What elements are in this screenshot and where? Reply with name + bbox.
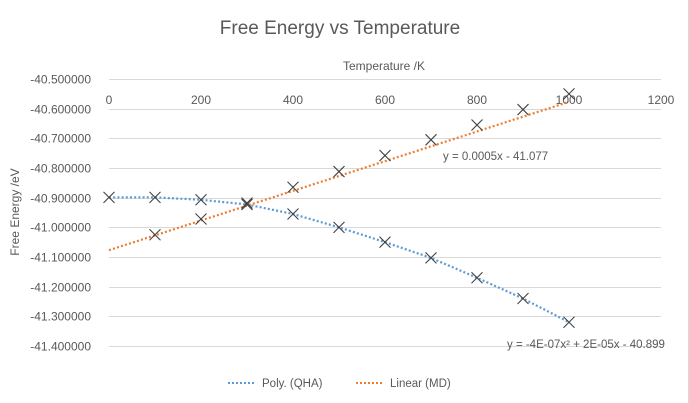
marker-stroke [287,208,299,220]
y-axis-title: Free Energy /eV [8,168,22,255]
x-tick-label: 1200 [648,93,675,107]
marker-stroke [471,119,483,131]
y-tick-label: -41.300000 [30,310,91,324]
marker-stroke [379,149,391,162]
y-axis-ticks: -40.500000 -40.600000 -40.700000 -40.800000… [30,73,91,354]
data-point-qha [103,191,115,204]
data-point-qha [471,271,483,284]
trendlines [108,100,570,324]
x-tick-label: 1000 [556,93,583,107]
y-tick-label: -41.100000 [30,251,91,265]
y-tick-label: -40.800000 [30,162,91,176]
marker-stroke [563,316,575,329]
marker-stroke [149,228,161,241]
data-point-md [287,181,299,194]
linear-trend-equation: y = 0.0005x - 41.077 [443,151,548,163]
y-tick-label: -40.600000 [30,103,91,117]
marker-stroke [517,103,529,116]
data-point-qha [379,236,391,249]
data-point-md [563,87,575,100]
legend-label-linear-md: Linear (MD) [390,378,451,390]
data-point-md [241,197,253,209]
data-point-md [195,213,207,225]
x-tick-label: 200 [191,93,211,107]
marker-stroke [563,87,575,100]
data-point-qha [149,191,161,204]
data-point-md [517,103,529,116]
data-point-qha [563,316,575,329]
data-point-qha [333,221,345,234]
y-tick-label: -41.200000 [30,281,91,295]
y-tick-label: -41.400000 [30,340,91,354]
y-tick-label: -40.500000 [30,73,91,87]
legend: Poly. (QHA) Linear (MD) [228,378,451,390]
data-markers [103,87,575,329]
x-tick-label: 800 [467,93,487,107]
marker-stroke [241,198,253,211]
gridlines [109,79,661,347]
legend-label-poly-qha: Poly. (QHA) [262,378,323,390]
marker-stroke [425,133,437,146]
data-point-md [379,149,391,162]
marker-stroke [103,191,115,204]
x-axis-ticks: 0 200 400 600 800 1000 1200 [106,93,675,107]
marker-stroke [333,221,345,234]
marker-stroke [471,271,483,284]
chart-title: Free Energy vs Temperature [220,18,460,39]
data-point-md [471,119,483,131]
data-point-md [333,165,345,178]
marker-stroke [333,165,345,178]
trendline-poly-qha [109,196,570,324]
y-tick-label: -41.000000 [30,221,91,235]
marker-stroke [379,236,391,249]
marker-stroke [195,193,207,206]
marker-stroke [517,292,529,305]
data-point-qha [287,208,299,220]
x-axis-title: Temperature /K [343,59,425,73]
marker-stroke [149,191,161,204]
x-tick-label: 400 [283,93,303,107]
marker-stroke [241,197,253,209]
data-point-qha [241,198,253,211]
marker-stroke [195,213,207,225]
poly-trend-equation: y = -4E-07x² + 2E-05x - 40.899 [507,339,665,351]
data-point-qha [517,292,529,305]
marker-stroke [287,181,299,194]
y-tick-label: -40.900000 [30,192,91,206]
data-point-md [425,133,437,146]
data-point-md [149,228,161,241]
trendline-linear-md [108,100,570,252]
x-tick-label: 600 [375,93,395,107]
data-point-qha [195,193,207,206]
y-tick-label: -40.700000 [30,132,91,146]
data-point-qha [425,252,437,264]
x-tick-label: 0 [106,93,113,107]
marker-stroke [425,252,437,264]
